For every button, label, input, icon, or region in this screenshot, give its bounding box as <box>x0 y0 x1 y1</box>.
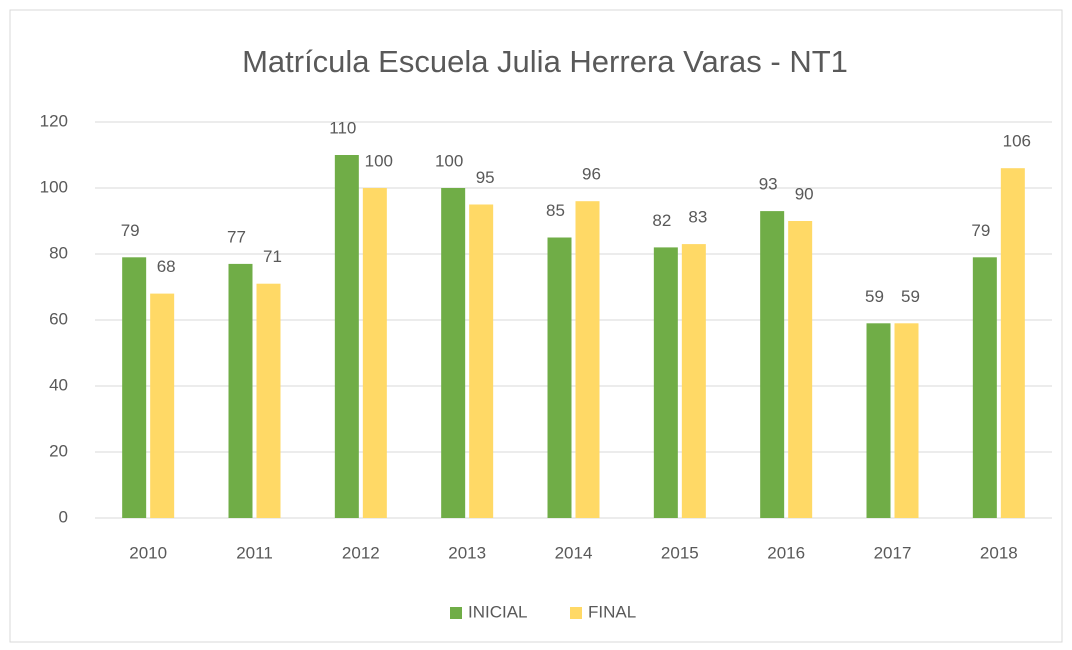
x-tick-label: 2013 <box>448 543 486 562</box>
legend-label: FINAL <box>588 602 636 621</box>
x-tick-label: 2012 <box>342 543 380 562</box>
bar <box>972 257 997 518</box>
data-label: 83 <box>688 208 707 227</box>
legend-label: INICIAL <box>468 602 528 621</box>
y-tick-label: 40 <box>49 375 68 394</box>
bar <box>441 188 466 518</box>
bar <box>760 211 785 518</box>
x-tick-label: 2011 <box>236 543 273 562</box>
x-tick-label: 2014 <box>555 543 593 562</box>
data-label: 82 <box>652 211 671 230</box>
y-tick-label: 80 <box>49 243 68 262</box>
data-label: 59 <box>901 287 920 306</box>
bar <box>122 257 147 518</box>
bar <box>547 237 572 518</box>
data-label: 100 <box>435 151 463 170</box>
bar <box>681 244 706 518</box>
data-label: 68 <box>157 257 176 276</box>
data-label: 79 <box>971 221 990 240</box>
bar <box>334 155 359 518</box>
x-tick-label: 2016 <box>767 543 805 562</box>
bar <box>1000 168 1025 518</box>
bar <box>866 323 891 518</box>
data-label: 59 <box>865 287 884 306</box>
data-label: 71 <box>263 247 282 266</box>
bar <box>469 204 494 518</box>
legend-swatch <box>570 607 582 619</box>
y-tick-label: 120 <box>40 111 68 130</box>
legend-swatch <box>450 607 462 619</box>
bar <box>228 263 253 518</box>
bar <box>362 188 387 518</box>
x-tick-label: 2015 <box>661 543 699 562</box>
bar <box>150 293 175 518</box>
bar <box>788 221 813 518</box>
data-label: 106 <box>1003 132 1031 151</box>
y-tick-label: 0 <box>59 507 68 526</box>
data-label: 110 <box>329 118 356 137</box>
y-tick-label: 60 <box>49 309 68 328</box>
data-label: 93 <box>759 175 778 194</box>
data-label: 79 <box>121 221 140 240</box>
data-label: 85 <box>546 201 565 220</box>
x-tick-label: 2017 <box>874 543 912 562</box>
data-label: 95 <box>476 168 495 187</box>
data-label: 90 <box>795 184 814 203</box>
bar <box>894 323 919 518</box>
bar <box>653 247 678 518</box>
data-label: 96 <box>582 165 601 184</box>
x-tick-label: 2010 <box>129 543 167 562</box>
chart-title: Matrícula Escuela Julia Herrera Varas - … <box>242 44 848 79</box>
bar <box>256 283 281 518</box>
bar <box>575 201 600 518</box>
y-tick-label: 20 <box>49 441 68 460</box>
x-tick-label: 2018 <box>980 543 1018 562</box>
y-tick-label: 100 <box>40 177 68 196</box>
data-label: 77 <box>227 227 246 246</box>
data-label: 100 <box>365 151 393 170</box>
